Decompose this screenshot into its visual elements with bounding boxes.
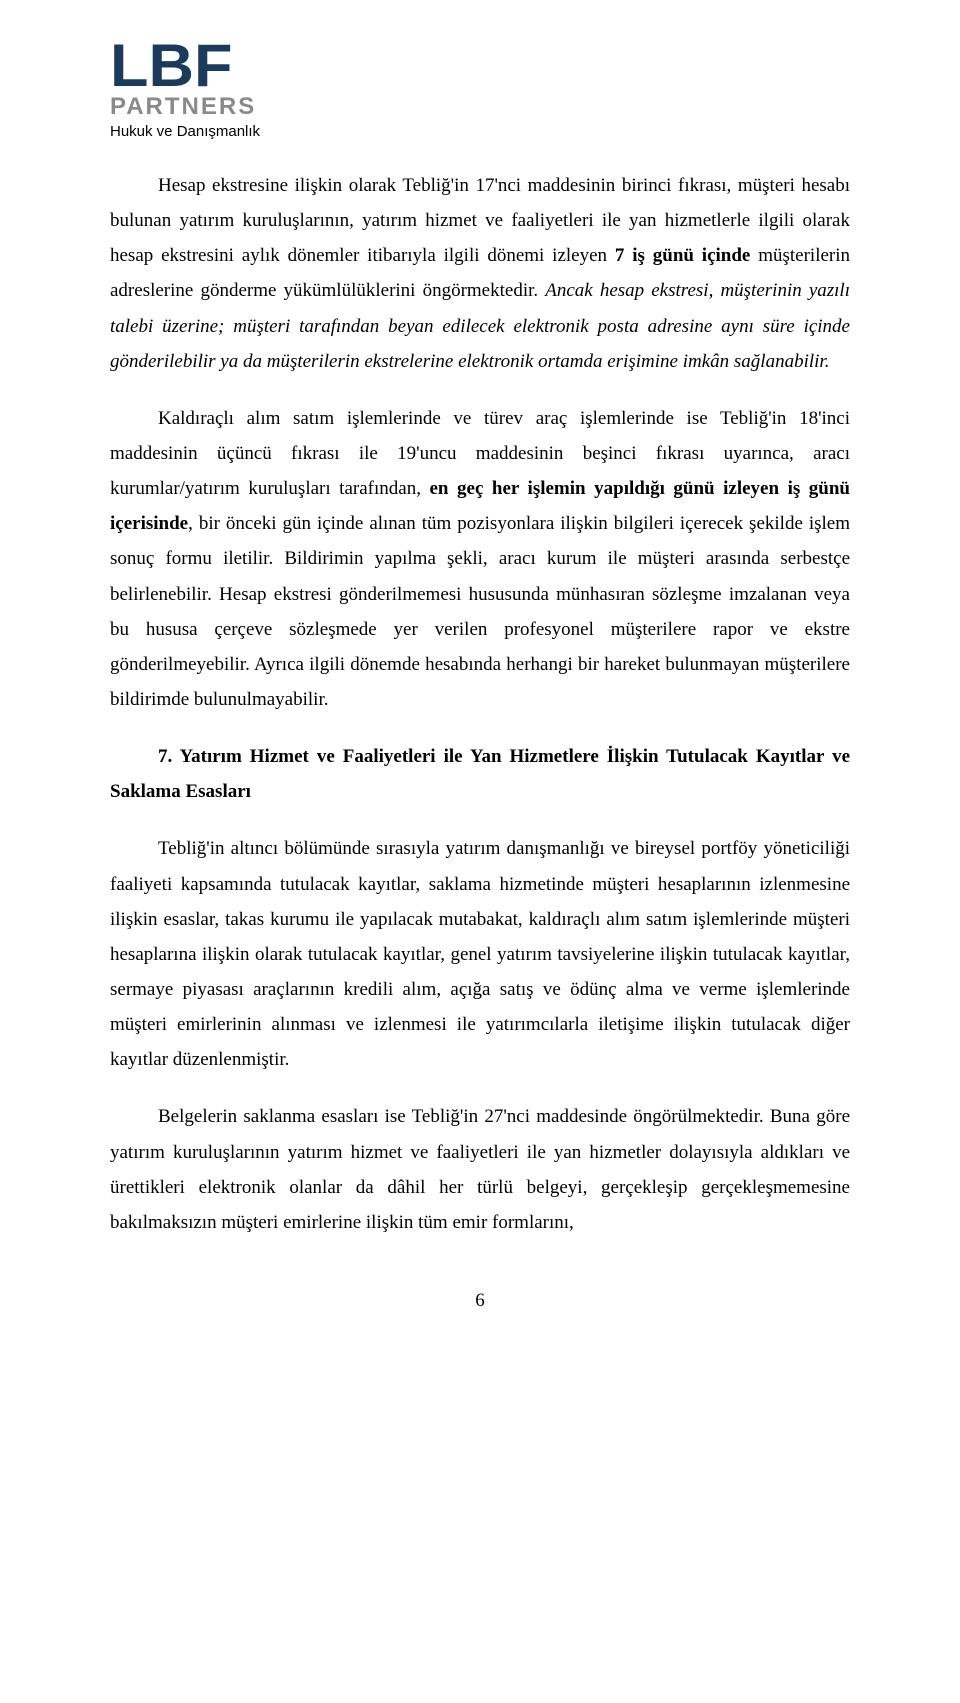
section-heading-7: 7. Yatırım Hizmet ve Faaliyetleri ile Ya…	[110, 739, 850, 809]
page-number: 6	[110, 1290, 850, 1312]
paragraph-1: Hesap ekstresine ilişkin olarak Tebliğ'i…	[110, 168, 850, 379]
paragraph-4: Belgelerin saklanma esasları ise Tebliğ'…	[110, 1099, 850, 1240]
paragraph-2: Kaldıraçlı alım satım işlemlerinde ve tü…	[110, 401, 850, 717]
logo-subtitle: Hukuk ve Danışmanlık	[110, 123, 850, 140]
p1-text-b-bold: 7 iş günü içinde	[615, 245, 750, 266]
logo-main: LBF	[110, 40, 887, 91]
paragraph-3: Tebliğ'in altıncı bölümünde sırasıyla ya…	[110, 831, 850, 1077]
p2-text-c: , bir önceki gün içinde alınan tüm pozis…	[110, 513, 850, 710]
logo-block: LBF PARTNERS Hukuk ve Danışmanlık	[110, 40, 850, 140]
